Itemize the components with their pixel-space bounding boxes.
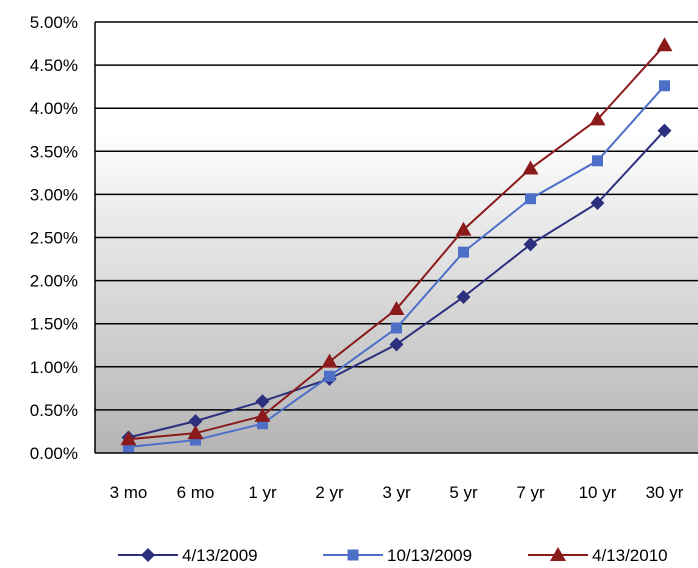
y-tick-label: 3.50% <box>30 142 78 161</box>
series-group <box>120 37 673 453</box>
series-triangle <box>120 37 673 446</box>
data-point <box>255 394 270 409</box>
data-point <box>123 441 134 453</box>
data-point <box>187 425 204 440</box>
data-point <box>254 407 271 422</box>
y-tick-label: 0.00% <box>30 444 78 463</box>
legend-marker <box>550 547 566 561</box>
x-tick-label: 2 yr <box>315 483 344 502</box>
legend-item: 4/13/2010 <box>528 546 668 565</box>
data-point <box>456 289 471 304</box>
data-point <box>458 246 469 258</box>
y-axis-ticks: 0.00% 0.50% 1.00% 1.50% 2.00% 2.50% 3.00% 3.50%… <box>30 13 78 463</box>
series-square <box>123 80 670 453</box>
y-tick-label: 1.50% <box>30 315 78 334</box>
x-tick-label: 30 yr <box>646 483 684 502</box>
data-point <box>190 434 201 446</box>
y-tick-label: 0.50% <box>30 401 78 420</box>
data-point <box>324 370 335 382</box>
x-axis-ticks: 3 mo 6 mo 1 yr 2 yr 3 yr 5 yr 7 yr 10 yr 30 yr <box>110 483 684 502</box>
legend-label: 4/13/2009 <box>182 546 258 565</box>
data-point <box>525 193 536 205</box>
y-tick-label: 4.50% <box>30 56 78 75</box>
x-tick-label: 6 mo <box>177 483 215 502</box>
data-point <box>455 221 472 236</box>
data-point <box>522 160 539 175</box>
data-point <box>656 37 673 52</box>
data-point <box>388 301 405 316</box>
data-point <box>590 196 605 211</box>
y-tick-label: 2.50% <box>30 229 78 248</box>
y-tick-label: 4.00% <box>30 99 78 118</box>
x-tick-label: 3 mo <box>110 483 148 502</box>
data-point <box>188 414 203 429</box>
data-point <box>592 155 603 167</box>
y-tick-label: 1.00% <box>30 358 78 377</box>
legend-label: 4/13/2010 <box>592 546 668 565</box>
data-point <box>321 353 338 368</box>
data-point <box>523 237 538 252</box>
data-point <box>659 80 670 92</box>
x-tick-label: 1 yr <box>248 483 277 502</box>
legend-label: 10/13/2009 <box>387 546 472 565</box>
y-tick-label: 5.00% <box>30 13 78 32</box>
x-tick-label: 3 yr <box>382 483 411 502</box>
legend-marker <box>141 548 155 562</box>
gridlines <box>94 21 698 454</box>
legend-item: 4/13/2009 <box>118 546 258 565</box>
y-tick-label: 2.00% <box>30 272 78 291</box>
data-point <box>391 322 402 334</box>
legend-marker <box>347 549 359 561</box>
y-tick-label: 3.00% <box>30 185 78 204</box>
legend: 4/13/2009 10/13/2009 4/13/2010 <box>118 546 668 565</box>
legend-item: 10/13/2009 <box>323 546 472 565</box>
data-point <box>589 111 606 126</box>
data-point <box>389 337 404 352</box>
data-point <box>257 418 268 430</box>
data-point <box>120 431 137 446</box>
x-tick-label: 7 yr <box>516 483 545 502</box>
data-point <box>657 123 672 138</box>
x-tick-label: 5 yr <box>449 483 478 502</box>
x-tick-label: 10 yr <box>579 483 617 502</box>
